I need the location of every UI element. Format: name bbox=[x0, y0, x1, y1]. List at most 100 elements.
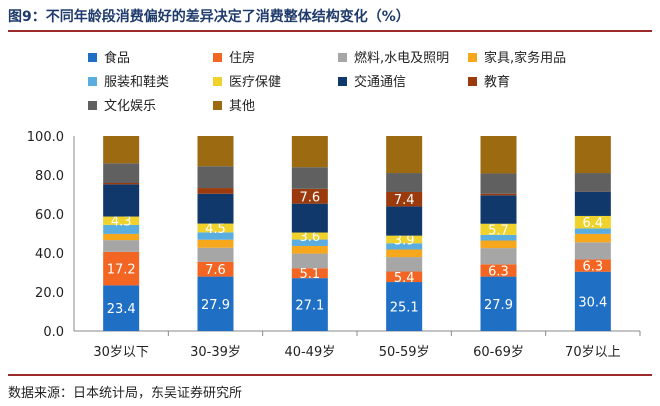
legend-swatch-6 bbox=[338, 77, 347, 86]
data-label-5-2: 3.6 bbox=[299, 230, 320, 245]
source-note-bar: 数据来源：日本统计局，东吴证券研究所 bbox=[8, 374, 652, 401]
bar-segment-6-4 bbox=[480, 195, 517, 224]
bar-segment-8-1 bbox=[197, 166, 234, 189]
y-tick-label-1: 20.0 bbox=[35, 286, 64, 301]
legend-swatch-7 bbox=[468, 77, 477, 86]
bar-segment-3-4 bbox=[480, 240, 517, 249]
legend-label-8: 文化娱乐 bbox=[104, 99, 156, 114]
y-tick-label-3: 60.0 bbox=[35, 208, 64, 223]
bar-segment-5-3 bbox=[386, 235, 423, 244]
bar-segment-7-4 bbox=[480, 193, 517, 196]
x-tick-label-2: 40-49岁 bbox=[284, 345, 335, 360]
data-label-0-2: 27.1 bbox=[295, 299, 324, 314]
x-tick-label-3: 50-59岁 bbox=[379, 345, 430, 360]
bar-segment-1-5 bbox=[574, 259, 611, 272]
legend-label-4: 服装和鞋类 bbox=[104, 74, 169, 90]
bar-segment-3-0 bbox=[103, 233, 140, 241]
bar-segment-1-1 bbox=[197, 261, 234, 277]
bar-segment-2-0 bbox=[103, 240, 140, 252]
bar-segment-6-0 bbox=[103, 184, 140, 217]
bar-segment-5-2 bbox=[291, 232, 328, 240]
data-label-5-0: 4.3 bbox=[111, 215, 132, 230]
data-label-7-3: 7.4 bbox=[394, 193, 415, 208]
bar-segment-5-0 bbox=[103, 216, 140, 225]
legend-swatch-2 bbox=[338, 53, 347, 62]
bar-segment-0-4 bbox=[480, 276, 517, 331]
bar-segment-2-5 bbox=[574, 242, 611, 260]
bar-segment-3-5 bbox=[574, 233, 611, 243]
bar-segment-5-5 bbox=[574, 215, 611, 229]
data-label-5-4: 5.7 bbox=[488, 223, 509, 238]
bar-segment-3-1 bbox=[197, 239, 234, 248]
legend-label-1: 住房 bbox=[229, 50, 255, 66]
bar-segment-9-2 bbox=[291, 136, 328, 168]
bar-segment-7-0 bbox=[103, 182, 140, 185]
bar-segment-1-4 bbox=[480, 264, 517, 277]
y-tick-label-0: 0.0 bbox=[43, 325, 64, 340]
legend-swatch-1 bbox=[213, 53, 222, 62]
y-tick-label-4: 80.0 bbox=[35, 169, 64, 184]
bar-segment-7-3 bbox=[386, 191, 423, 207]
x-tick-label-5: 70岁以上 bbox=[565, 345, 621, 360]
bar-segment-5-1 bbox=[197, 223, 234, 233]
y-tick-label-2: 40.0 bbox=[35, 247, 64, 262]
data-label-5-1: 4.5 bbox=[205, 222, 226, 237]
data-label-0-3: 25.1 bbox=[390, 301, 419, 316]
data-label-5-3: 3.9 bbox=[394, 233, 415, 248]
data-label-5-5: 6.4 bbox=[582, 216, 603, 231]
bar-segment-5-4 bbox=[480, 223, 517, 235]
bar-segment-9-3 bbox=[386, 136, 423, 174]
bar-segment-6-1 bbox=[197, 193, 234, 224]
bar-segment-7-2 bbox=[291, 188, 328, 204]
x-tick-label-0: 30岁以下 bbox=[93, 345, 149, 360]
bar-segment-9-4 bbox=[480, 136, 517, 174]
data-label-7-2: 7.6 bbox=[299, 190, 320, 205]
bar-segment-8-0 bbox=[103, 163, 140, 183]
bar-segment-0-1 bbox=[197, 276, 234, 331]
data-label-1-2: 5.1 bbox=[299, 267, 320, 282]
bar-segment-8-4 bbox=[480, 173, 517, 194]
bar-segment-4-2 bbox=[291, 239, 328, 246]
bar-segment-2-1 bbox=[197, 247, 234, 262]
legend-label-5: 医疗保健 bbox=[229, 75, 281, 90]
legend-swatch-4 bbox=[88, 77, 97, 86]
bar-segment-8-3 bbox=[386, 173, 423, 192]
bar-segment-2-4 bbox=[480, 248, 517, 265]
source-note: 数据来源：日本统计局，东吴证券研究所 bbox=[8, 386, 243, 401]
data-label-0-5: 30.4 bbox=[578, 295, 607, 310]
x-tick-label-1: 30-39岁 bbox=[190, 345, 241, 360]
data-label-1-1: 7.6 bbox=[205, 263, 226, 278]
bar-segment-0-3 bbox=[386, 282, 423, 331]
legend-swatch-8 bbox=[88, 101, 97, 110]
bar-segment-0-2 bbox=[291, 278, 328, 331]
bar-segment-3-3 bbox=[386, 249, 423, 258]
legend-label-9: 其他 bbox=[229, 99, 255, 114]
bar-segment-1-0 bbox=[103, 251, 140, 286]
bar-segment-4-0 bbox=[103, 224, 140, 234]
bar-segment-6-5 bbox=[574, 191, 611, 216]
bar-segment-9-0 bbox=[103, 136, 140, 164]
data-label-1-4: 6.3 bbox=[488, 264, 509, 279]
legend-label-3: 家具,家务用品 bbox=[484, 50, 566, 66]
bar-segment-8-2 bbox=[291, 167, 328, 189]
data-label-1-3: 5.4 bbox=[394, 271, 415, 286]
bar-segment-1-3 bbox=[386, 271, 423, 283]
legend-swatch-5 bbox=[213, 77, 222, 86]
chart-title: 图9：不同年龄段消费偏好的差异决定了消费整体结构变化（%） bbox=[8, 9, 410, 25]
legend-label-6: 交通通信 bbox=[354, 74, 406, 90]
legend-label-0: 食品 bbox=[104, 50, 130, 66]
data-label-1-5: 6.3 bbox=[582, 260, 603, 275]
bar-segment-6-2 bbox=[291, 203, 328, 233]
legend-label-2: 燃料,水电及照明 bbox=[354, 50, 449, 66]
data-label-1-0: 17.2 bbox=[107, 263, 136, 278]
bar-segment-6-3 bbox=[386, 206, 423, 236]
bar-segment-9-5 bbox=[574, 136, 611, 174]
bar-segment-7-1 bbox=[197, 188, 234, 194]
bar-segment-0-0 bbox=[103, 285, 140, 331]
bar-segment-2-2 bbox=[291, 253, 328, 269]
legend-swatch-9 bbox=[213, 101, 222, 110]
data-label-0-4: 27.9 bbox=[484, 298, 513, 313]
legend-swatch-3 bbox=[468, 53, 477, 62]
legend-swatch-0 bbox=[88, 53, 97, 62]
